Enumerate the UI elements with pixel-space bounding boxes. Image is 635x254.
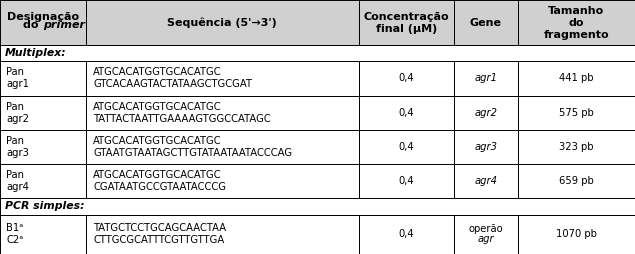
- Text: Pan
agr2: Pan agr2: [6, 102, 29, 124]
- Text: Designação: Designação: [7, 12, 79, 22]
- Text: B1ᵃ
C2ᵃ: B1ᵃ C2ᵃ: [6, 223, 23, 245]
- Text: 323 pb: 323 pb: [559, 142, 594, 152]
- Text: ATGCACATGGTGCACATGC
GTAATGTAATAGCTTGTATAATAATACCCAG: ATGCACATGGTGCACATGC GTAATGTAATAGCTTGTATA…: [93, 136, 293, 158]
- Bar: [454, 96, 518, 130]
- Text: Pan
agr4: Pan agr4: [6, 170, 29, 192]
- Text: Tamanho
do
fragmento: Tamanho do fragmento: [544, 6, 609, 40]
- Text: PCR simples:: PCR simples:: [5, 201, 84, 211]
- Bar: [454, 0, 518, 45]
- Bar: [359, 164, 454, 198]
- Bar: [518, 96, 635, 130]
- Bar: [359, 0, 454, 45]
- Bar: [0, 45, 635, 61]
- Bar: [518, 164, 635, 198]
- Text: ATGCACATGGTGCACATGC
TATTACTAATTGAAAAGTGGCCATAGC: ATGCACATGGTGCACATGC TATTACTAATTGAAAAGTGG…: [93, 102, 271, 124]
- Text: Multiplex:: Multiplex:: [5, 48, 67, 58]
- Bar: [86, 164, 359, 198]
- Text: agr3: agr3: [474, 142, 497, 152]
- Bar: [454, 215, 518, 254]
- Bar: [518, 130, 635, 164]
- Text: Sequência (5'→3'): Sequência (5'→3'): [168, 17, 277, 28]
- Bar: [0, 96, 86, 130]
- Bar: [359, 61, 454, 96]
- Bar: [454, 164, 518, 198]
- Bar: [518, 61, 635, 96]
- Text: TATGCTCCTGCAGCAACTAA
CTTGCGCATTTCGTTGTTGA: TATGCTCCTGCAGCAACTAA CTTGCGCATTTCGTTGTTG…: [93, 223, 227, 245]
- Text: ATGCACATGGTGCACATGC
CGATAATGCCGTAATACCCG: ATGCACATGGTGCACATGC CGATAATGCCGTAATACCCG: [93, 170, 226, 192]
- Text: Pan
agr3: Pan agr3: [6, 136, 29, 158]
- Bar: [454, 130, 518, 164]
- Text: agr: agr: [478, 234, 494, 244]
- Text: agr4: agr4: [474, 176, 497, 186]
- Bar: [0, 215, 86, 254]
- Text: operão: operão: [469, 224, 503, 234]
- Bar: [454, 61, 518, 96]
- Text: 0,4: 0,4: [399, 176, 414, 186]
- Bar: [359, 215, 454, 254]
- Text: Pan
agr1: Pan agr1: [6, 67, 29, 89]
- Text: ATGCACATGGTGCACATGC
GTCACAAGTACTATAAGCTGCGAT: ATGCACATGGTGCACATGC GTCACAAGTACTATAAGCTG…: [93, 67, 252, 89]
- Bar: [359, 96, 454, 130]
- Bar: [86, 215, 359, 254]
- Bar: [0, 0, 86, 45]
- Text: agr1: agr1: [474, 73, 497, 83]
- Text: 575 pb: 575 pb: [559, 108, 594, 118]
- Text: 0,4: 0,4: [399, 142, 414, 152]
- Text: 1070 pb: 1070 pb: [556, 229, 597, 239]
- Bar: [518, 215, 635, 254]
- Bar: [359, 130, 454, 164]
- Text: do: do: [23, 20, 43, 30]
- Bar: [0, 61, 86, 96]
- Text: agr2: agr2: [474, 108, 497, 118]
- Bar: [0, 164, 86, 198]
- Bar: [0, 130, 86, 164]
- Bar: [86, 96, 359, 130]
- Text: 659 pb: 659 pb: [559, 176, 594, 186]
- Bar: [86, 61, 359, 96]
- Text: 0,4: 0,4: [399, 73, 414, 83]
- Bar: [518, 0, 635, 45]
- Bar: [0, 198, 635, 215]
- Text: 441 pb: 441 pb: [559, 73, 594, 83]
- Bar: [86, 130, 359, 164]
- Text: Gene: Gene: [470, 18, 502, 27]
- Bar: [86, 0, 359, 45]
- Text: 0,4: 0,4: [399, 229, 414, 239]
- Text: 0,4: 0,4: [399, 108, 414, 118]
- Text: Concentração
final (μM): Concentração final (μM): [364, 11, 449, 34]
- Text: primer: primer: [43, 20, 85, 30]
